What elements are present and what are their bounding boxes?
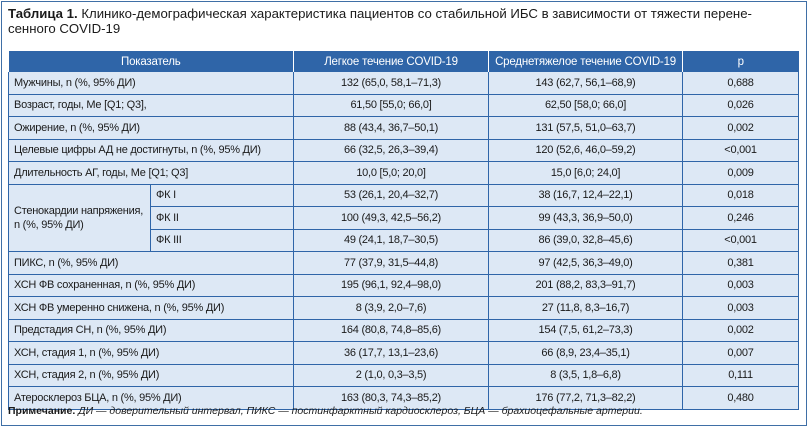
row-label: ПИКС, n (%, 95% ДИ) — [7, 251, 295, 275]
col-header-indicator: Показатель — [8, 51, 295, 72]
cell-mild: 36 (17,7, 13,1–23,6) — [293, 341, 490, 365]
cell-p: 0,009 — [682, 161, 800, 185]
cell-mild: 195 (96,1, 92,4–98,0) — [293, 274, 490, 297]
table-caption-cont: сенного COVID-19 — [8, 21, 121, 36]
cell-p: 0,026 — [682, 94, 800, 117]
cell-mild: 164 (80,8, 74,8–85,6) — [293, 319, 490, 342]
cell-moderate: 120 (52,6, 46,0–59,2) — [488, 139, 684, 162]
fc-label: ФК I — [150, 184, 295, 207]
cell-p: 0,688 — [682, 72, 800, 95]
cell-p: 0,111 — [682, 364, 800, 387]
cell-mild: 77 (37,9, 31,5–44,8) — [293, 251, 490, 275]
table-row: ХСН ФВ умеренно снижена, n (%, 95% ДИ) 8 … — [7, 296, 800, 320]
cell-moderate: 176 (77,2, 71,3–82,2) — [488, 386, 684, 410]
cell-mild: 100 (49,3, 42,5–56,2) — [293, 206, 490, 230]
table-row: Атеросклероз БЦА, n (%, 95% ДИ) 163 (80,3… — [7, 386, 800, 410]
cell-moderate: 99 (43,3, 36,9–50,0) — [488, 206, 684, 230]
table-row: ФК II 100 (49,3, 42,5–56,2) 99 (43,3, 36,9… — [9, 206, 800, 230]
cell-moderate: 62,50 [58,0; 66,0] — [488, 94, 684, 117]
table-row: ХСН, стадия 1, n (%, 95% ДИ) 36 (17,7, 13… — [7, 341, 800, 365]
table-title: Таблица 1. Клинико-демографическая харак… — [8, 6, 798, 36]
note-label: Примечание. — [8, 405, 76, 417]
note-text: ДИ — доверительный интервал, ПИКС — пост… — [78, 405, 643, 417]
fc-label: ФК II — [149, 206, 295, 230]
cell-moderate: 38 (16,7, 12,4–22,1) — [488, 184, 684, 207]
table-row: ФК III 49 (24,1, 18,7–30,5) 86 (39,0, 32,8… — [9, 229, 800, 252]
table-row: Целевые цифры АД не достигнуты, n (%, 95… — [7, 139, 800, 162]
cell-moderate: 131 (57,5, 51,0–63,7) — [488, 116, 684, 140]
row-label: Атеросклероз БЦА, n (%, 95% ДИ) — [7, 386, 295, 410]
table-row: Длительность АГ, годы, Ме [Q1; Q3] 10,0 [… — [7, 161, 800, 185]
cell-moderate: 154 (7,5, 61,2–73,3) — [488, 319, 684, 342]
cell-moderate: 201 (88,2, 83,3–91,7) — [488, 274, 684, 297]
cell-moderate: 86 (39,0, 32,8–45,6) — [488, 229, 684, 252]
table-caption: Клинико-демографическая характеристика п… — [81, 6, 752, 21]
col-header-p: p — [682, 51, 799, 72]
cell-p: 0,007 — [682, 341, 800, 365]
row-label: Целевые цифры АД не достигнуты, n (%, 95… — [7, 139, 295, 162]
cell-mild: 88 (43,4, 36,7–50,1) — [293, 116, 490, 140]
header-row: Показатель Легкое течение COVID-19 Средн… — [8, 51, 799, 72]
row-label: Предстадия СН, n (%, 95% ДИ) — [7, 319, 295, 342]
angina-label: Стенокардии напряжения, n (%, 95% ДИ) — [8, 184, 151, 252]
cell-moderate: 27 (11,8, 8,3–16,7) — [488, 296, 684, 320]
cell-mild: 10,0 [5,0; 20,0] — [293, 161, 490, 185]
cell-mild: 2 (1,0, 0,3–3,5) — [293, 364, 490, 387]
col-header-moderate: Среднетяжелое течение COVID-19 — [488, 51, 684, 72]
row-label: ХСН, стадия 1, n (%, 95% ДИ) — [7, 341, 295, 365]
table-row: Ожирение, n (%, 95% ДИ) 88 (43,4, 36,7–50… — [7, 116, 800, 140]
cell-p: 0,018 — [682, 184, 800, 207]
cell-p: <0,001 — [682, 229, 800, 252]
row-label: ХСН, стадия 2, n (%, 95% ДИ) — [7, 364, 295, 387]
angina-label-line1: Стенокардии напряжения, — [14, 204, 144, 217]
cell-p: <0,001 — [682, 139, 800, 162]
cell-mild: 49 (24,1, 18,7–30,5) — [293, 229, 490, 252]
cell-mild: 61,50 [55,0; 66,0] — [293, 94, 490, 117]
cell-p: 0,381 — [682, 251, 800, 275]
cell-moderate: 15,0 [6,0; 24,0] — [488, 161, 684, 185]
cell-p: 0,003 — [682, 274, 800, 297]
data-table: Показатель Легкое течение COVID-19 Средн… — [7, 51, 800, 410]
cell-moderate: 97 (42,5, 36,3–49,0) — [488, 251, 684, 275]
cell-p: 0,002 — [682, 116, 800, 140]
row-label: Мужчины, n (%, 95% ДИ) — [7, 72, 295, 95]
table-number: Таблица 1. — [8, 6, 78, 21]
table-row: Стенокардии напряжения, n (%, 95% ДИ) ФК I… — [8, 184, 800, 252]
row-label: Длительность АГ, годы, Ме [Q1; Q3] — [7, 161, 295, 185]
row-label: Ожирение, n (%, 95% ДИ) — [7, 116, 295, 140]
cell-p: 0,246 — [682, 206, 800, 230]
cell-p: 0,002 — [682, 319, 800, 342]
table-row: Возраст, годы, Ме [Q1; Q3], 61,50 [55,0; … — [7, 94, 800, 117]
fc-label: ФК III — [149, 229, 295, 252]
table-row: ХСН, стадия 2, n (%, 95% ДИ) 2 (1,0, 0,3–… — [7, 364, 800, 387]
row-label: Возраст, годы, Ме [Q1; Q3], — [7, 94, 295, 117]
cell-p: 0,480 — [682, 386, 800, 410]
cell-moderate: 66 (8,9, 23,4–35,1) — [488, 341, 684, 365]
table-row: ХСН ФВ сохраненная, n (%, 95% ДИ) 195 (96… — [7, 274, 800, 297]
cell-mild: 66 (32,5, 26,3–39,4) — [293, 139, 490, 162]
cell-p: 0,003 — [682, 296, 800, 320]
table-row: Мужчины, n (%, 95% ДИ) 132 (65,0, 58,1–71… — [7, 72, 800, 95]
table-note: Примечание. ДИ — доверительный интервал,… — [8, 405, 798, 417]
cell-mild: 8 (3,9, 2,0–7,6) — [293, 296, 490, 320]
row-label: ХСН ФВ сохраненная, n (%, 95% ДИ) — [7, 274, 295, 297]
row-label: ХСН ФВ умеренно снижена, n (%, 95% ДИ) — [7, 296, 295, 320]
cell-mild: 132 (65,0, 58,1–71,3) — [293, 72, 490, 95]
col-header-mild: Легкое течение COVID-19 — [293, 51, 490, 72]
table-row: ПИКС, n (%, 95% ДИ) 77 (37,9, 31,5–44,8) 9… — [7, 251, 800, 275]
angina-label-line2: n (%, 95% ДИ) — [14, 218, 84, 231]
cell-mild: 53 (26,1, 20,4–32,7) — [293, 184, 490, 207]
table-row: Предстадия СН, n (%, 95% ДИ) 164 (80,8, 7… — [7, 319, 800, 342]
cell-moderate: 143 (62,7, 56,1–68,9) — [488, 72, 684, 95]
cell-moderate: 8 (3,5, 1,8–6,8) — [488, 364, 684, 387]
cell-mild: 163 (80,3, 74,3–85,2) — [293, 386, 490, 410]
